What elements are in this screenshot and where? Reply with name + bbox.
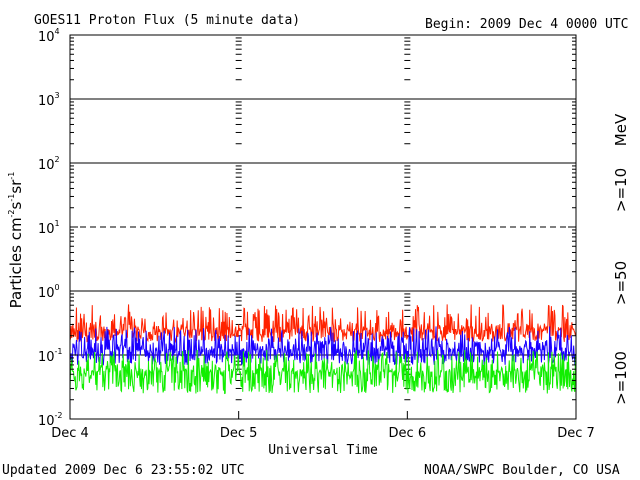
y-tick-base: 10: [38, 158, 55, 173]
y-tick-base: 10: [38, 94, 55, 109]
y-tick-base: 10: [38, 350, 55, 365]
series-line-1: [69, 326, 576, 367]
series-lines: [69, 304, 576, 395]
y-tick-exp: 3: [55, 91, 60, 100]
x-tick-label: Dec 7: [557, 426, 595, 441]
y-axis-label: Particles cm-2s-1sr-1: [7, 172, 25, 309]
x-tick-label: Dec 4: [51, 426, 89, 441]
y-tick-label: 10-1: [38, 347, 63, 365]
y-tick-exp: 2: [55, 155, 60, 164]
legend-ge10: >=10: [612, 168, 630, 212]
series-line-0: [69, 304, 576, 344]
legend-ge50: >=50: [612, 261, 630, 305]
x-axis-label: Universal Time: [268, 443, 378, 458]
updated-time: Updated 2009 Dec 6 23:55:02 UTC: [2, 463, 245, 478]
y-tick-exp: 4: [55, 27, 60, 36]
x-tick-labels: Dec 4 Dec 5 Dec 6 Dec 7: [51, 426, 595, 441]
y-label-s: s: [7, 201, 25, 209]
legend-ge100: >=100: [612, 351, 630, 405]
y-tick-base: 10: [38, 414, 55, 429]
y-tick-label: 103: [38, 91, 60, 109]
y-tick-label: 10-2: [38, 411, 63, 429]
y-label-exp3: -1: [7, 172, 16, 180]
y-tick-label: 104: [38, 27, 60, 45]
y-label-exp1: -2: [7, 209, 16, 217]
y-tick-label: 102: [38, 155, 60, 173]
y-label-base: Particles cm: [7, 217, 25, 308]
y-tick-exp: -1: [55, 347, 63, 356]
svg-text:Particles cm-2s-1sr-1: Particles cm-2s-1sr-1: [7, 172, 25, 309]
y-tick-base: 10: [38, 222, 55, 237]
legend-unit: MeV: [612, 113, 630, 146]
y-tick-base: 10: [38, 30, 55, 45]
y-tick-label: 100: [38, 283, 60, 301]
chart-title: GOES11 Proton Flux (5 minute data): [34, 13, 300, 28]
x-tick-label: Dec 6: [389, 426, 427, 441]
x-tick-label: Dec 5: [220, 426, 258, 441]
plot-frame: [69, 34, 577, 420]
y-tick-base: 10: [38, 286, 55, 301]
y-label-sr: sr: [7, 179, 25, 194]
y-tick-exp: 0: [55, 283, 60, 292]
y-tick-exp: -2: [55, 411, 63, 420]
source-credit: NOAA/SWPC Boulder, CO USA: [424, 463, 620, 478]
y-label-exp2: -1: [7, 194, 16, 202]
series-line-2: [69, 349, 576, 395]
legend: MeV >=10 >=50 >=100: [612, 113, 630, 405]
y-tick-label: 101: [38, 219, 60, 237]
begin-time: Begin: 2009 Dec 4 0000 UTC: [425, 17, 629, 32]
y-tick-exp: 1: [55, 219, 60, 228]
